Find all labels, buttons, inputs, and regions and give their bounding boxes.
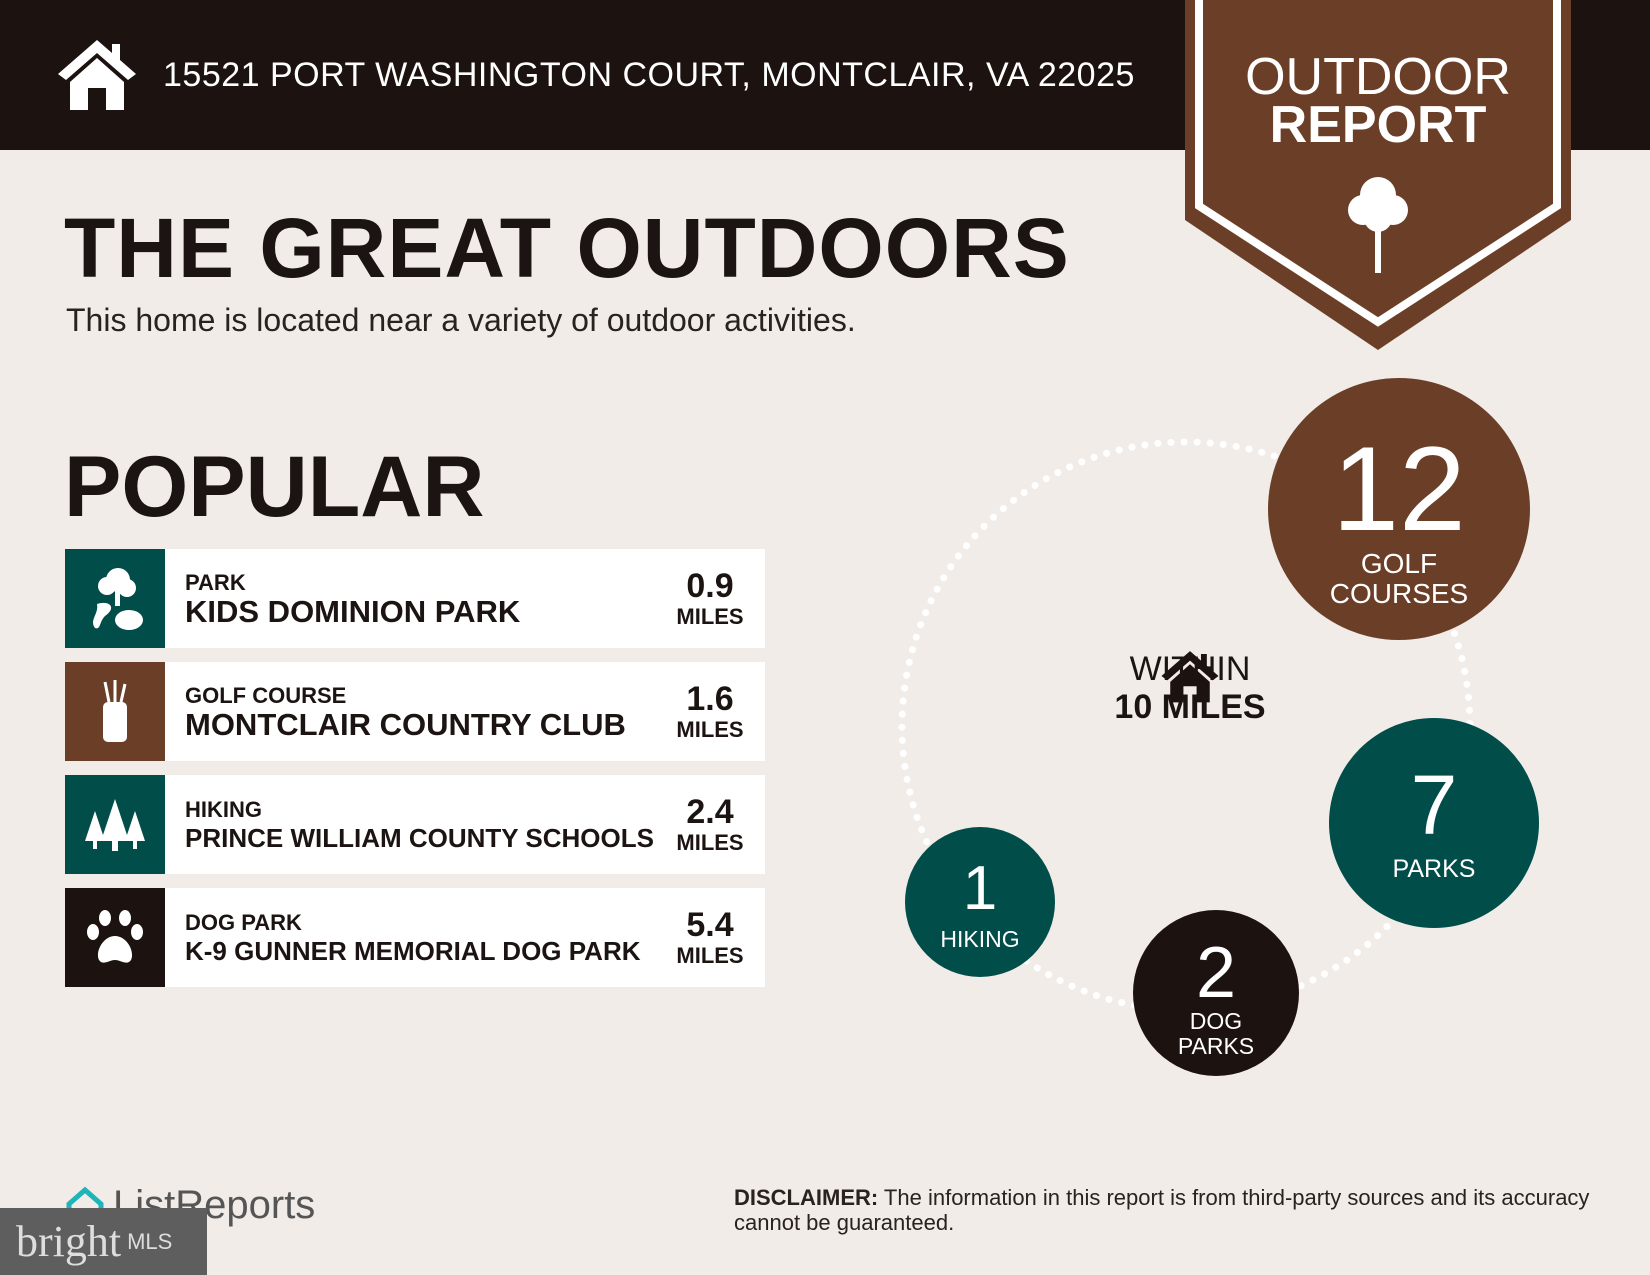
house-icon <box>1161 651 1219 703</box>
dog-parks-count: 2 DOG PARKS <box>1133 910 1299 1076</box>
count-label: GOLF COURSES <box>1329 548 1469 609</box>
bright-wordmark: bright <box>16 1217 122 1266</box>
parks-count: 7 PARKS <box>1329 718 1539 928</box>
radius-label: 10 MILES <box>1114 688 1266 726</box>
list-item: HIKING PRINCE WILLIAM COUNTY SCHOOLS 2.4 M… <box>65 775 765 874</box>
hiking-count: 1 HIKING <box>905 827 1055 977</box>
item-category: GOLF COURSE <box>185 682 347 708</box>
within-label: WITHIN <box>1129 650 1251 688</box>
within-radius-label: WITHIN 10 MILES <box>1090 650 1290 725</box>
item-name: K-9 GUNNER MEMORIAL DOG PARK <box>185 935 641 966</box>
item-distance: 5.4 <box>686 905 734 944</box>
list-item: GOLF COURSE MONTCLAIR COUNTRY CLUB 1.6 MIL… <box>65 662 765 761</box>
list-item: DOG PARK K-9 GUNNER MEMORIAL DOG PARK 5.4… <box>65 888 765 987</box>
popular-heading: POPULAR <box>64 439 485 535</box>
paw-icon <box>65 888 165 987</box>
item-unit: MILES <box>676 942 744 968</box>
count-label: HIKING <box>940 925 1020 952</box>
disclaimer-text: The information in this report is from t… <box>734 1185 1590 1235</box>
count-label: PARKS <box>1392 854 1476 883</box>
page-subtitle: This home is located near a variety of o… <box>66 302 856 338</box>
count-number: 1 <box>962 853 998 923</box>
pine-trees-icon <box>65 775 165 874</box>
disclaimer-label: DISCLAIMER: <box>734 1185 879 1210</box>
disclaimer: DISCLAIMER: The information in this repo… <box>734 1185 1614 1235</box>
bright-mls-logo: bright MLS <box>0 1208 207 1275</box>
item-category: PARK <box>185 569 246 595</box>
badge-title-line2: REPORT <box>1269 96 1487 154</box>
item-unit: MILES <box>676 716 744 742</box>
item-distance: 0.9 <box>686 566 734 605</box>
mls-wordmark: MLS <box>127 1228 173 1254</box>
item-category: HIKING <box>185 796 262 822</box>
item-distance: 2.4 <box>686 792 734 831</box>
item-name: PRINCE WILLIAM COUNTY SCHOOLS <box>185 822 654 853</box>
badge-title-line1: OUTDOOR <box>1245 48 1511 106</box>
golf-bag-icon <box>65 662 165 761</box>
count-label: DOG PARKS <box>1177 1008 1255 1059</box>
page-title: THE GREAT OUTDOORS <box>64 201 1070 295</box>
count-number: 7 <box>1410 757 1458 852</box>
tree-icon <box>1348 177 1408 273</box>
park-icon <box>65 549 165 648</box>
outdoor-report-badge <box>1185 0 1571 350</box>
list-item: PARK KIDS DOMINION PARK 0.9 MILES <box>65 549 765 648</box>
item-unit: MILES <box>676 603 744 629</box>
item-distance: 1.6 <box>686 679 734 718</box>
item-unit: MILES <box>676 829 744 855</box>
item-name: KIDS DOMINION PARK <box>185 593 521 629</box>
count-number: 12 <box>1332 422 1466 556</box>
item-category: DOG PARK <box>185 909 302 935</box>
house-icon <box>58 40 136 110</box>
item-name: MONTCLAIR COUNTRY CLUB <box>185 706 626 742</box>
count-number: 2 <box>1195 933 1237 1013</box>
golf-courses-count: 12 GOLF COURSES <box>1268 378 1530 640</box>
property-address: 15521 PORT WASHINGTON COURT, MONTCLAIR, … <box>163 56 1135 94</box>
